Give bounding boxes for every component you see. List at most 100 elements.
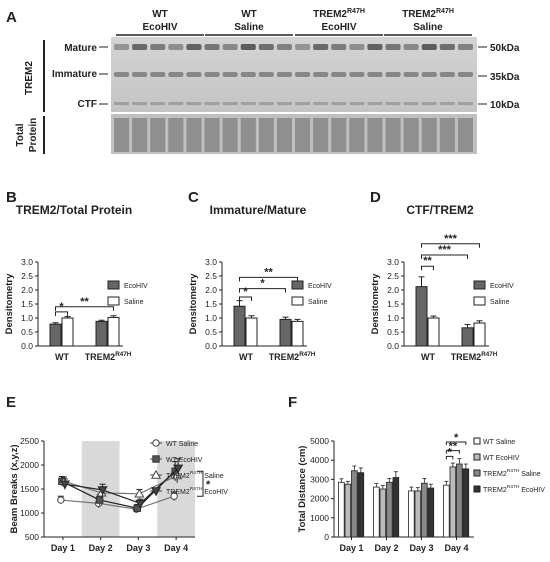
band-ctf — [349, 102, 365, 105]
x-tick-label: Day 4 — [164, 543, 188, 553]
y-axis-label: Densitometry — [370, 273, 381, 334]
significance-bracket — [421, 243, 480, 248]
band-ctf — [222, 102, 238, 105]
x-tick-label: Day 1 — [51, 543, 75, 553]
significance-bracket — [445, 455, 454, 460]
band-mature — [114, 44, 130, 50]
band-total-protein — [222, 118, 238, 152]
y-tick-label: 2.0 — [387, 285, 399, 295]
significance-label: ** — [449, 441, 458, 453]
band-total-protein — [313, 118, 329, 152]
bar-3-3 — [462, 468, 470, 538]
bar-1-1 — [379, 488, 387, 538]
category-label: TREM2R47H — [85, 351, 132, 362]
marker-square — [152, 455, 160, 463]
band-ctf — [313, 102, 329, 105]
x-tick-label: Day 3 — [409, 543, 433, 553]
band-mature — [349, 44, 365, 50]
band-ctf — [276, 102, 292, 105]
bar-ecohiv-trem2 — [95, 320, 108, 347]
marker-circle — [152, 439, 160, 447]
band-mature — [222, 44, 238, 50]
band-total-protein — [331, 118, 347, 152]
band-ctf — [385, 102, 401, 105]
marker-triangle-down — [173, 464, 184, 474]
band-mature — [258, 44, 274, 50]
y-tick-label: 0.0 — [387, 341, 399, 351]
legend-label: EcoHIV — [308, 283, 332, 290]
band-mature — [367, 44, 383, 50]
band-mature — [150, 44, 166, 50]
x-tick-label: Day 2 — [374, 543, 398, 553]
significance-label: ** — [423, 255, 432, 267]
group-header-2-line1: WT — [241, 9, 257, 20]
band-ctf — [186, 102, 202, 105]
band-mature — [276, 44, 292, 50]
bar-saline-wt — [427, 317, 440, 347]
bar-2-2 — [421, 482, 428, 538]
band-immature — [132, 72, 148, 77]
chart-b-trem2-total-protein: TREM2/Total Protein 0.0 0.5 1.0 1.5 2.0 2.5 3.0… — [4, 203, 148, 362]
y-tick-label: 3.0 — [21, 257, 33, 267]
legend-swatch — [473, 453, 481, 461]
legend-swatch — [473, 296, 486, 306]
legend-label: EcoHIV — [124, 283, 148, 290]
shaded-day — [157, 441, 195, 537]
band-immature — [421, 72, 437, 77]
significance-label: * — [454, 432, 459, 444]
band-label-immature: Immature — [52, 69, 97, 80]
bar-0-1 — [344, 483, 352, 538]
band-total-protein — [240, 118, 256, 152]
band-immature — [295, 72, 311, 77]
marker-10kda: 10kDa — [490, 100, 520, 111]
band-total-protein — [421, 118, 437, 152]
significance-label: * — [447, 446, 452, 458]
band-ctf — [331, 102, 347, 105]
band-immature — [186, 72, 202, 77]
band-immature — [457, 72, 473, 77]
significance-bracket — [445, 441, 467, 445]
protein-label: Protein — [28, 118, 39, 152]
legend-label: WT EcoHIV — [166, 457, 203, 464]
total-label: Total — [15, 123, 26, 146]
category-label: WT — [421, 352, 435, 362]
marker-square — [95, 496, 104, 504]
legend-label: Saline — [308, 299, 328, 306]
band-immature — [439, 72, 455, 77]
bar-ecohiv-wt — [233, 305, 246, 347]
band-label-ctf: CTF — [78, 99, 97, 110]
band-total-protein — [457, 118, 473, 152]
x-tick-label: Day 2 — [89, 543, 113, 553]
bar-ecohiv-wt — [415, 286, 428, 347]
band-mature — [421, 44, 437, 50]
y-tick-label: 0.0 — [21, 341, 33, 351]
y-tick-label: 1.0 — [205, 313, 217, 323]
legend-label: Saline — [124, 299, 144, 306]
bar-3-1 — [449, 466, 457, 538]
bar-2-3 — [427, 487, 435, 538]
y-tick-label: 0 — [324, 532, 329, 542]
bar-saline-trem2 — [473, 322, 486, 347]
y-axis-label: Densitometry — [188, 273, 199, 334]
band-mature — [186, 44, 202, 50]
band-immature — [367, 72, 383, 77]
legend-label: EcoHIV — [490, 283, 514, 290]
significance-bracket — [445, 450, 460, 454]
band-immature — [385, 72, 401, 77]
x-tick-label: Day 4 — [444, 543, 468, 553]
bar-0-3 — [357, 472, 365, 538]
panel-letter-d: D — [370, 189, 381, 206]
y-tick-label: 2.5 — [205, 271, 217, 281]
y-tick-label: 1.5 — [387, 299, 399, 309]
band-mature — [385, 44, 401, 50]
band-total-protein — [258, 118, 274, 152]
marker-50kda: 50kDa — [490, 43, 520, 54]
bar-0-0 — [338, 481, 345, 538]
band-ctf — [168, 102, 184, 105]
blot-bands — [114, 44, 473, 152]
band-ctf — [114, 102, 130, 105]
y-tick-label: 1000 — [310, 513, 329, 523]
y-tick-label: 2.5 — [387, 271, 399, 281]
band-ctf — [295, 102, 311, 105]
